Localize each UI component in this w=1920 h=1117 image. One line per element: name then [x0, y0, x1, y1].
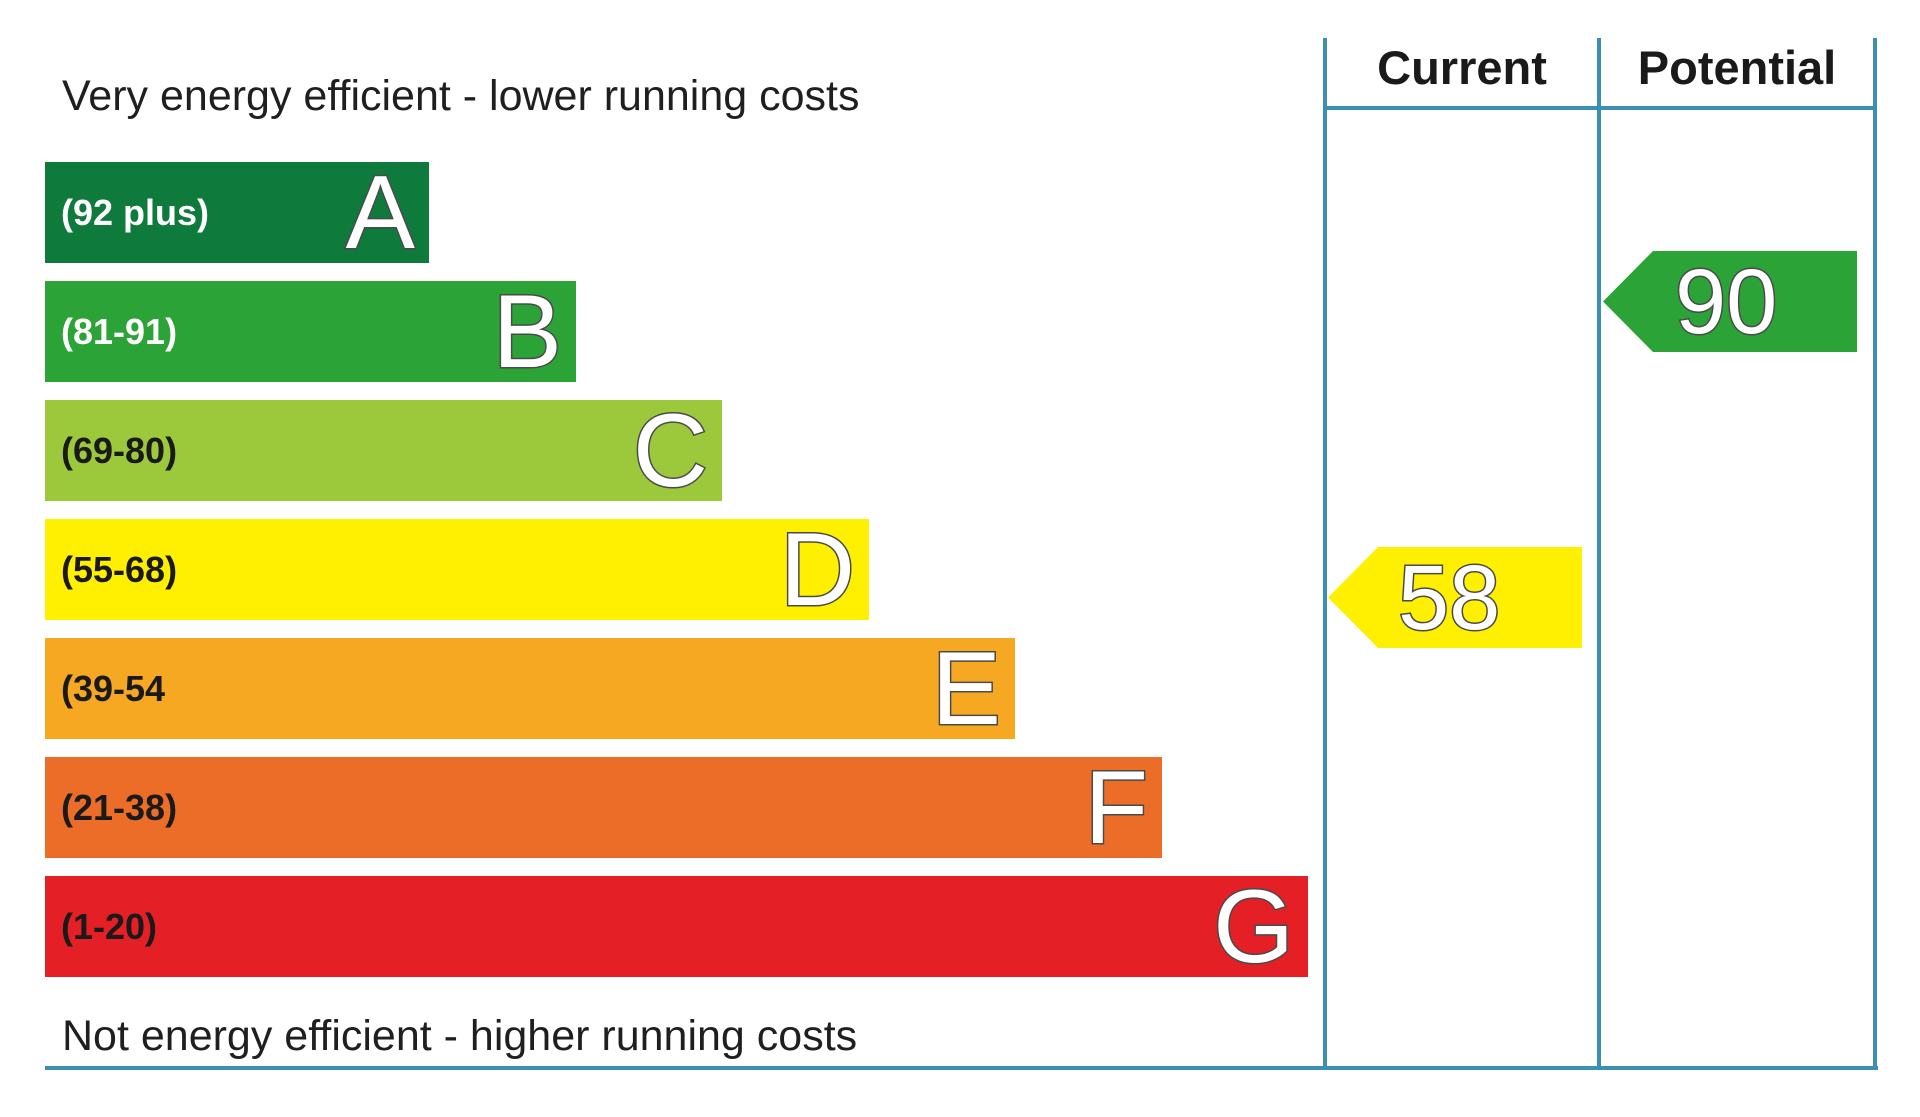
band-range-label: (81-91) [61, 310, 178, 352]
band-letter: A [344, 154, 416, 271]
baseline [45, 1066, 1878, 1070]
potential-column-header: Potential [1637, 41, 1837, 94]
band-letter: F [1083, 749, 1150, 866]
band-range-label: (92 plus) [61, 191, 210, 233]
divider-left [1323, 38, 1327, 1068]
band-range-label: (55-68) [61, 548, 178, 590]
band-d: (55-68) D [45, 511, 869, 628]
current-arrow-shape [1328, 547, 1582, 648]
band-letter: C [631, 392, 709, 509]
divider-middle [1597, 38, 1601, 1068]
potential-rating-arrow: 90 [1603, 251, 1857, 352]
band-range-label: (69-80) [61, 429, 178, 471]
band-f: (21-38) F [45, 749, 1162, 866]
band-range-label: (1-20) [61, 905, 158, 947]
band-c: (69-80) C [45, 392, 722, 509]
band-letter: B [491, 273, 563, 390]
current-rating-arrow: 58 [1328, 547, 1582, 648]
band-range-label: (39-54 [61, 667, 166, 709]
band-letter: D [778, 511, 856, 628]
divider-right [1873, 38, 1877, 1068]
potential-arrow-shape [1603, 251, 1857, 352]
band-letter: E [930, 630, 1002, 747]
band-b: (81-91) B [45, 273, 576, 390]
band-a: (92 plus) A [45, 154, 429, 271]
top-caption: Very energy efficient - lower running co… [62, 72, 860, 120]
current-column-header: Current [1377, 41, 1547, 94]
band-e: (39-54 E [45, 630, 1015, 747]
header-underline [1323, 106, 1877, 110]
band-g: (1-20) G [45, 868, 1308, 985]
current-rating-value: 58 [1396, 546, 1501, 649]
band-range-label: (21-38) [61, 786, 178, 828]
bottom-caption: Not energy efficient - higher running co… [62, 1012, 858, 1060]
potential-rating-value: 90 [1673, 250, 1778, 353]
band-letter: G [1212, 868, 1296, 985]
